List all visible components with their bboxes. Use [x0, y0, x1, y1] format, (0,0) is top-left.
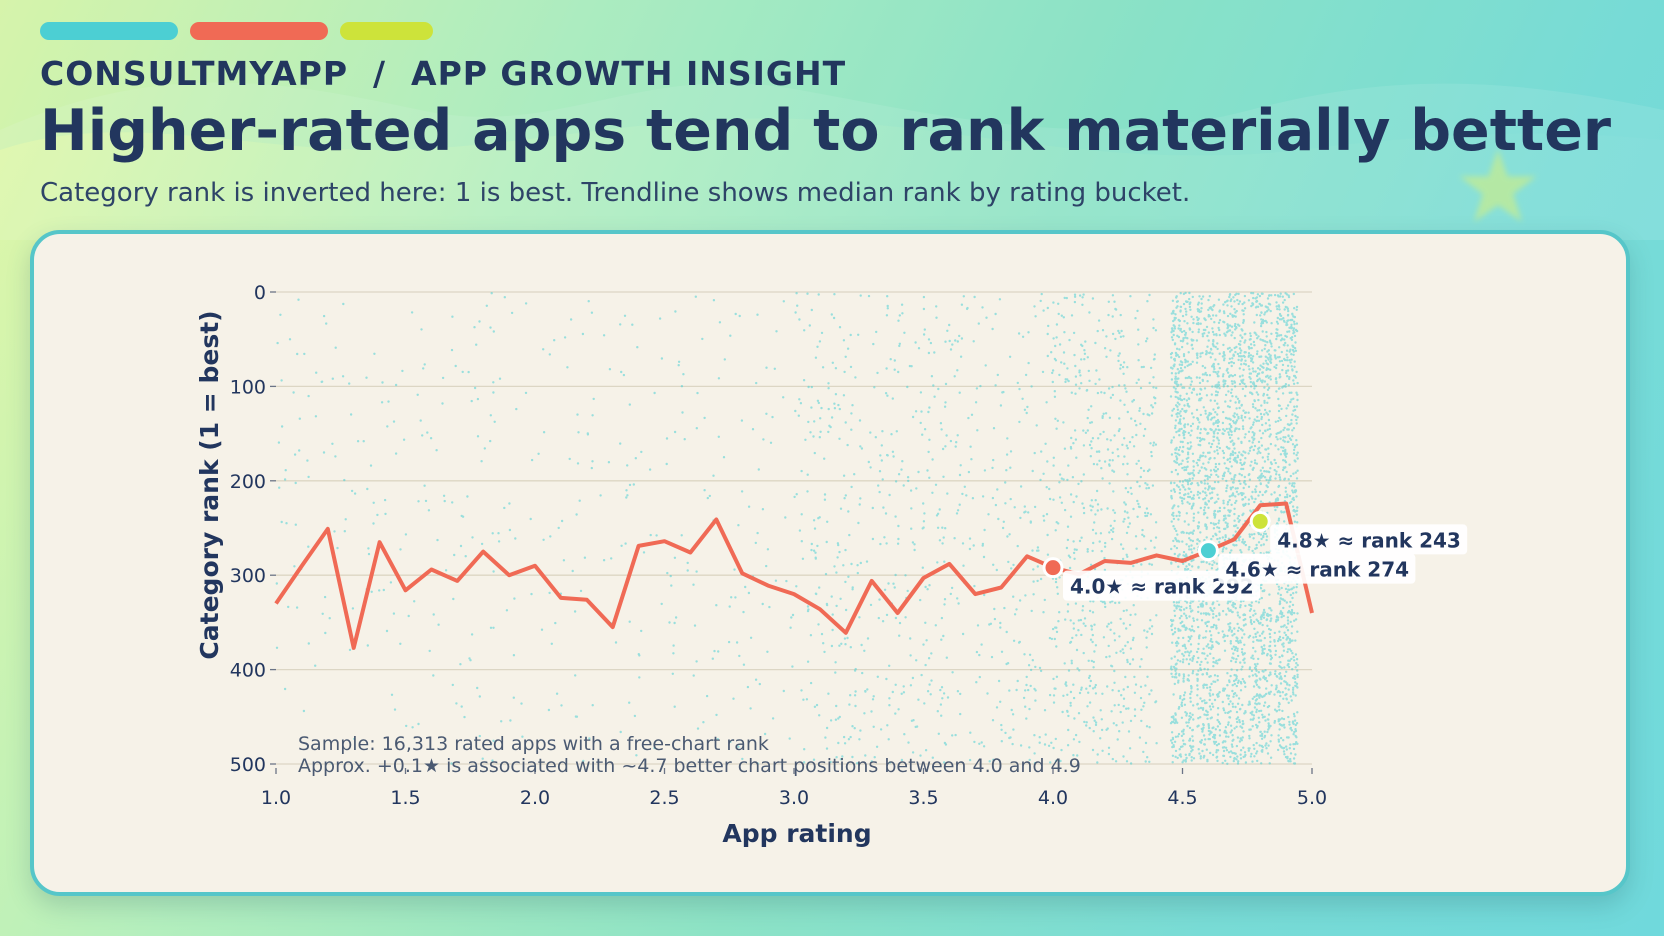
accent-bar-teal — [40, 22, 178, 40]
effect-note: Approx. +0.1★ is associated with ~4.7 be… — [298, 755, 1081, 777]
x-tick-label: 3.5 — [908, 787, 938, 809]
grid-layer — [276, 291, 1312, 765]
annotation-label-bg — [1270, 524, 1468, 555]
annotation-label-bg — [1063, 570, 1260, 601]
y-axis-label: Category rank (1 = best) — [195, 310, 224, 659]
scatter-layer — [275, 291, 1300, 765]
accent-bar-lime — [340, 22, 433, 40]
annotation-label: 4.6★ ≈ rank 274 — [1225, 558, 1409, 582]
trend-layer — [274, 501, 1314, 650]
y-tick-label: 400 — [230, 660, 266, 682]
annotation-label-bg — [1218, 553, 1416, 584]
x-axis-label: App rating — [722, 819, 871, 848]
star-icon — [1459, 149, 1537, 222]
sample-note: Sample: 16,313 rated apps with a free-ch… — [298, 733, 769, 755]
annotation-marker — [1249, 510, 1271, 532]
annotation-marker — [1042, 557, 1064, 579]
axes-layer: 0 100 200 300 400 500 1.0 1.5 2.0 2.5 3.0 3.5 4.0 4.5… — [230, 282, 1327, 809]
annotation-label: 4.8★ ≈ rank 243 — [1277, 528, 1461, 552]
scatter-points — [275, 291, 1300, 765]
y-tick-label: 200 — [230, 471, 266, 493]
x-tick-label: 4.5 — [1167, 787, 1197, 809]
x-tick-label: 2.0 — [520, 787, 550, 809]
page-subtitle: Category rank is inverted here: 1 is bes… — [40, 178, 1191, 208]
brand-kicker: CONSULTMYAPP / APP GROWTH INSIGHT — [40, 54, 847, 93]
x-tick-label: 2.5 — [649, 787, 679, 809]
x-tick-label: 3.0 — [779, 787, 809, 809]
y-tick-label: 300 — [230, 565, 266, 587]
x-tick-label: 1.5 — [390, 787, 420, 809]
x-tick-label: 1.0 — [261, 787, 291, 809]
y-tick-label: 100 — [230, 376, 266, 398]
x-tick-label: 5.0 — [1297, 787, 1327, 809]
annotation-marker — [1197, 540, 1219, 562]
y-tick-label: 500 — [230, 754, 266, 776]
y-tick-label: 0 — [254, 282, 266, 304]
x-tick-label: 4.0 — [1038, 787, 1068, 809]
page-title: Higher-rated apps tend to rank materiall… — [40, 98, 1611, 164]
median-trendline — [274, 501, 1314, 650]
accent-bar-coral — [190, 22, 328, 40]
